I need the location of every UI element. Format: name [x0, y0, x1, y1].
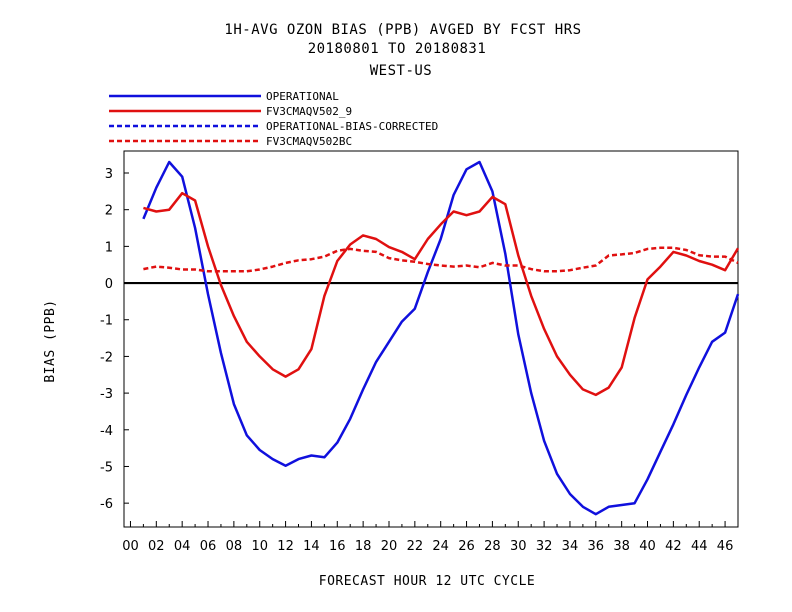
x-tick-label: 18	[355, 539, 372, 554]
y-tick-labels: 3 2 1 0 -1 -2 -3 -4 -5 -6	[100, 167, 113, 512]
plot-area	[123, 150, 740, 528]
x-tick-label: 08	[226, 539, 243, 554]
x-tick-label: 46	[717, 539, 734, 554]
y-tick-label: -2	[100, 350, 113, 365]
x-tick-label: 12	[277, 539, 294, 554]
y-tick-label: -4	[100, 424, 113, 439]
x-tick-label: 38	[613, 539, 630, 554]
title-line-1: 1H-AVG OZON BIAS (PPB) AVGED BY FCST HRS	[224, 22, 581, 38]
y-tick-label: -5	[100, 460, 113, 475]
x-tick-label: 28	[484, 539, 501, 554]
y-tick-label: 0	[105, 277, 113, 292]
y-tick-label: -1	[100, 314, 113, 329]
plot-frame	[123, 150, 739, 528]
x-tick-label: 36	[588, 539, 605, 554]
x-tick-label: 24	[432, 539, 449, 554]
x-tick-label: 44	[691, 539, 708, 554]
y-tick-label: 3	[105, 167, 113, 182]
y-tick-label: -6	[100, 497, 113, 512]
legend-label-2: FV3CMAQV502_9	[266, 105, 352, 118]
x-tick-label: 16	[329, 539, 346, 554]
title-line-2: 20180801 TO 20180831	[308, 41, 487, 57]
x-tick-labels: 00 02 04 06 08 10 12 14 16 18 20 22 24 26 28 30 32 34 36 38…	[122, 539, 733, 554]
x-tick-label: 34	[562, 539, 579, 554]
x-tick-label: 20	[381, 539, 398, 554]
title-line-3: WEST-US	[370, 63, 433, 79]
x-axis-label: FORECAST HOUR 12 UTC CYCLE	[319, 574, 536, 589]
x-tick-label: 10	[251, 539, 268, 554]
series-line-4	[143, 246, 739, 273]
y-tick-label: -3	[100, 387, 113, 402]
x-tick-label: 30	[510, 539, 527, 554]
y-axis-label: BIAS (PPB)	[43, 299, 58, 382]
x-tick-label: 00	[122, 539, 139, 554]
x-tick-label: 06	[200, 539, 217, 554]
legend-label-1: OPERATIONAL	[266, 90, 339, 103]
x-tick-label: 42	[665, 539, 682, 554]
x-tick-label: 14	[303, 539, 320, 554]
x-tick-label: 26	[458, 539, 475, 554]
x-tick-label: 04	[174, 539, 191, 554]
y-tick-label: 1	[105, 240, 113, 255]
series-line-1	[142, 160, 740, 516]
axis-ticks	[124, 172, 726, 527]
y-tick-label: 2	[105, 204, 113, 219]
x-tick-label: 32	[536, 539, 553, 554]
legend: OPERATIONAL FV3CMAQV502_9 OPERATIONAL-BIAS…	[109, 90, 438, 148]
series-lines	[142, 160, 740, 516]
chart-title: 1H-AVG OZON BIAS (PPB) AVGED BY FCST HRS…	[224, 22, 581, 79]
series-line-2	[143, 191, 740, 397]
x-tick-label: 02	[148, 539, 165, 554]
x-tick-label: 40	[639, 539, 656, 554]
legend-label-4: FV3CMAQV502BC	[266, 135, 352, 148]
x-tick-label: 22	[407, 539, 424, 554]
legend-label-3: OPERATIONAL-BIAS-CORRECTED	[266, 120, 438, 133]
